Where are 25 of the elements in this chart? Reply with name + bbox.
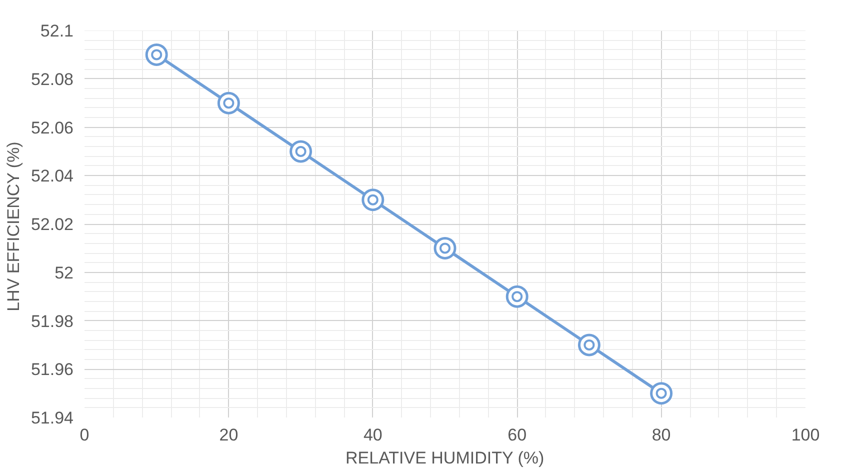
y-tick-label: 51.96 [30, 360, 74, 380]
y-tick-label: 52 [54, 263, 74, 282]
x-tick-label: 40 [363, 426, 382, 444]
point [217, 92, 240, 114]
point [145, 43, 168, 66]
y-tick-label: 52.1 [40, 22, 74, 40]
y-axis-title: LHV EFFICIENCY (%) [4, 142, 23, 312]
point [434, 236, 456, 260]
x-tick-label: 20 [219, 426, 238, 444]
point [578, 334, 600, 356]
point [650, 382, 673, 405]
y-tick-label: 51.94 [30, 408, 74, 428]
x-tick-label: 100 [791, 426, 820, 444]
y-tick-label: 52.06 [30, 118, 74, 138]
point [362, 188, 384, 212]
x-axis-title: RELATIVE HUMIDITY (%) [346, 448, 544, 468]
y-tick-label: 52.04 [30, 166, 74, 186]
point [506, 285, 528, 308]
y-tick-label: 52.08 [30, 70, 74, 89]
point [290, 140, 312, 163]
y-tick-label: 51.98 [30, 312, 74, 331]
x-tick-label: 60 [508, 426, 527, 444]
y-tick-label: 52.02 [30, 215, 74, 234]
x-tick-label: 0 [80, 426, 90, 444]
x-tick-label: 80 [652, 426, 671, 444]
